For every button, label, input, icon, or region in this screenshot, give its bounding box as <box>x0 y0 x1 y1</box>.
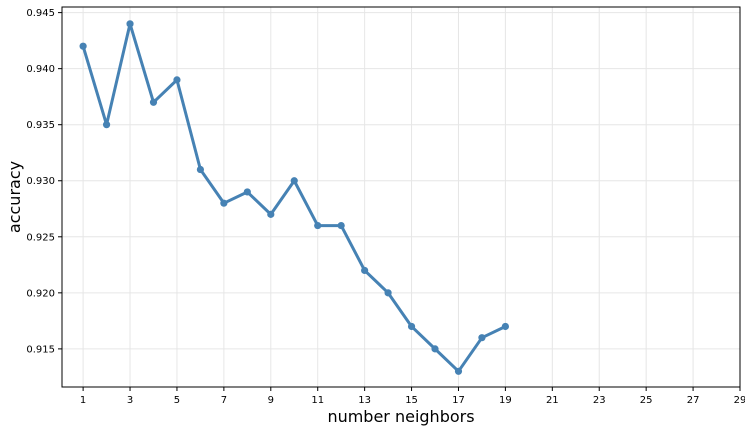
series-line <box>81 22 507 373</box>
x-tick-label: 25 <box>640 395 653 406</box>
x-tick-label: 9 <box>268 395 274 406</box>
x-tick-label: 1 <box>80 395 86 406</box>
y-tick-label: 0.930 <box>26 176 55 187</box>
data-point <box>431 345 439 353</box>
y-tick-label: 0.915 <box>26 344 55 355</box>
x-tick-label: 7 <box>221 395 227 406</box>
y-tick-label: 0.945 <box>26 8 55 19</box>
data-point <box>102 121 111 129</box>
data-point <box>243 188 251 196</box>
y-tick-label: 0.920 <box>26 288 55 299</box>
data-point <box>478 334 486 342</box>
data-point <box>267 210 275 218</box>
data-point <box>196 165 205 174</box>
x-tick-label: 11 <box>311 395 324 406</box>
x-tick-label: 3 <box>127 395 133 406</box>
series-layer <box>79 20 509 375</box>
x-tick-label: 19 <box>499 395 512 406</box>
y-axis: 0.915 0.920 0.925 0.930 0.935 0.940 0.945 <box>26 8 62 355</box>
data-point <box>173 76 181 84</box>
data-point <box>79 42 87 50</box>
x-axis-title: number neighbors <box>327 407 474 426</box>
x-tick-label: 23 <box>593 395 606 406</box>
x-tick-label: 17 <box>452 395 465 406</box>
plot-frame <box>61 6 741 388</box>
data-point <box>361 266 369 275</box>
x-tick-label: 21 <box>546 395 559 406</box>
data-point <box>126 20 134 28</box>
x-tick-label: 5 <box>174 395 180 406</box>
data-point <box>384 289 392 297</box>
y-tick-label: 0.940 <box>26 64 55 75</box>
data-point <box>290 177 298 185</box>
x-tick-label: 13 <box>358 395 371 406</box>
y-axis-title: accuracy <box>5 161 24 233</box>
x-tick-label: 29 <box>734 395 745 406</box>
data-point <box>454 367 463 375</box>
data-point <box>314 221 322 230</box>
data-point <box>149 98 158 106</box>
data-point <box>501 322 509 331</box>
x-tick-label: 27 <box>687 395 700 406</box>
grid-lines <box>62 7 741 387</box>
x-tick-label: 15 <box>405 395 418 406</box>
y-tick-label: 0.925 <box>26 232 55 243</box>
x-axis: 1 3 5 7 9 11 13 15 17 19 21 23 25 27 29 <box>80 387 745 406</box>
data-point <box>407 322 416 331</box>
y-tick-label: 0.935 <box>26 120 55 131</box>
data-point <box>337 221 345 230</box>
data-point <box>220 199 228 207</box>
